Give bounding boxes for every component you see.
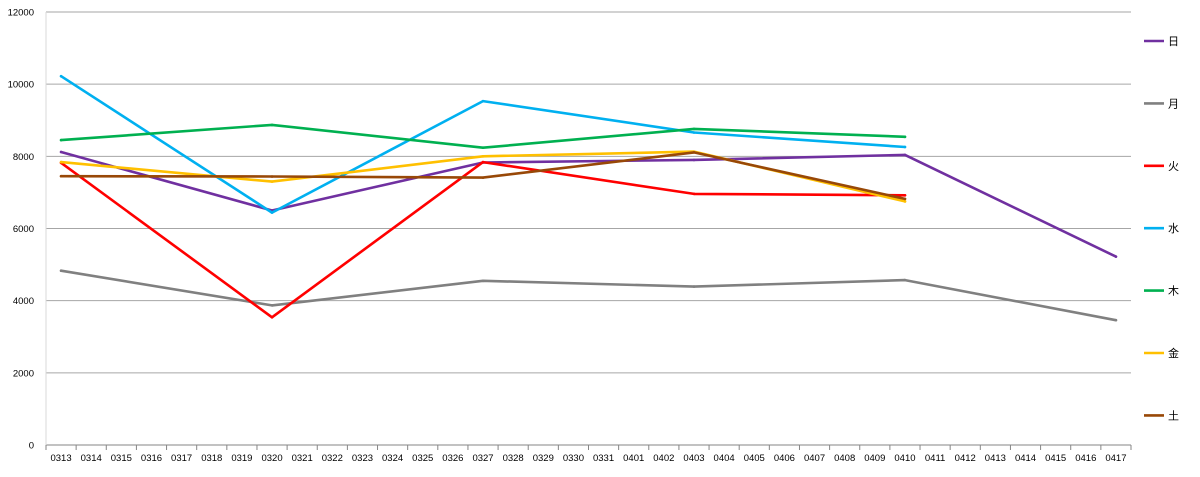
data-point <box>481 176 485 179</box>
data-point <box>692 131 696 134</box>
x-tick-label: 0415 <box>1045 453 1066 464</box>
data-point <box>903 153 907 157</box>
data-point <box>59 269 63 273</box>
x-tick-label: 0316 <box>141 453 162 464</box>
data-point <box>270 211 274 214</box>
x-tick-label: 0402 <box>653 453 674 464</box>
x-tick-label: 0408 <box>834 453 855 464</box>
data-point <box>692 127 696 131</box>
data-point <box>270 123 274 127</box>
gridlines <box>46 11 1131 374</box>
x-tick-label: 0319 <box>231 453 252 464</box>
legend-label: 木 <box>1168 285 1179 298</box>
x-tick-label: 0326 <box>442 453 463 464</box>
legend-label: 月 <box>1168 98 1179 110</box>
legend-label: 火 <box>1168 161 1179 173</box>
data-point <box>481 279 485 283</box>
x-tick-label: 0331 <box>593 453 614 464</box>
x-tick-label: 0406 <box>774 453 795 464</box>
data-point <box>692 158 696 162</box>
data-point <box>270 304 274 307</box>
y-tick-label: 0 <box>29 441 34 452</box>
x-tick-label: 0414 <box>1015 453 1036 464</box>
legend-label: 金 <box>1168 346 1179 360</box>
data-point <box>270 180 274 183</box>
y-tick-label: 2000 <box>13 368 34 379</box>
x-tick-label: 0410 <box>894 453 915 464</box>
data-point <box>692 285 696 288</box>
data-point <box>481 99 485 103</box>
x-tick-label: 0409 <box>864 453 885 464</box>
y-tick-label: 8000 <box>13 152 34 163</box>
x-tick-label: 0328 <box>503 453 524 464</box>
x-tick-label: 0320 <box>261 453 282 464</box>
x-tick-label: 0314 <box>81 453 102 464</box>
y-tick-label: 6000 <box>13 224 34 235</box>
data-point <box>481 146 485 149</box>
x-tick-label: 0404 <box>714 453 735 464</box>
x-tick-label: 0315 <box>111 453 132 464</box>
series-line-4 <box>59 123 907 149</box>
series-line-0 <box>59 150 1118 258</box>
x-tick-label: 0411 <box>925 453 945 464</box>
data-point <box>903 200 907 203</box>
data-point <box>59 138 63 142</box>
x-tick-label: 0413 <box>985 453 1006 464</box>
data-point <box>481 160 485 164</box>
data-point <box>270 315 274 319</box>
x-tick-label: 0322 <box>322 453 343 464</box>
series-line-3 <box>59 74 907 214</box>
x-tick-label: 0313 <box>50 453 71 464</box>
x-tick-label: 0321 <box>292 453 313 464</box>
legend-label: 土 <box>1168 409 1179 422</box>
data-point <box>59 74 63 78</box>
data-point <box>59 150 63 154</box>
data-point <box>903 278 907 282</box>
y-tick-label: 4000 <box>13 296 34 307</box>
data-point <box>692 151 696 154</box>
data-point <box>59 174 63 178</box>
x-tick-label: 0317 <box>171 453 192 464</box>
y-tick-label: 12000 <box>8 8 34 19</box>
series-line-2 <box>59 160 907 319</box>
x-tick-label: 0327 <box>472 453 493 464</box>
legend-label: 水 <box>1168 222 1179 235</box>
data-point <box>903 194 907 197</box>
x-tick-label: 0405 <box>744 453 765 464</box>
x-tick-label: 0330 <box>563 453 584 464</box>
x-tick-label: 0403 <box>683 453 704 464</box>
data-point <box>903 197 907 201</box>
x-tick-label: 0412 <box>955 453 976 464</box>
series-lines <box>59 74 1118 322</box>
series-line-1 <box>59 269 1118 322</box>
x-tick-label: 0401 <box>623 453 644 464</box>
data-point <box>903 145 907 149</box>
x-tick-label: 0323 <box>352 453 373 464</box>
data-point <box>903 135 907 139</box>
data-point <box>59 160 63 164</box>
data-point <box>1114 255 1118 258</box>
data-point <box>270 175 274 178</box>
x-tick-label: 0329 <box>533 453 554 464</box>
x-tick-label: 0318 <box>201 453 222 464</box>
data-point <box>1114 318 1118 322</box>
x-tick-label: 0325 <box>412 453 433 464</box>
x-tick-label: 0416 <box>1075 453 1096 464</box>
axes: 0 2000 4000 6000 8000 10000 12000 0313 0314 0315 0… <box>8 8 1132 464</box>
y-tick-label: 10000 <box>8 80 34 91</box>
data-point <box>692 192 696 196</box>
x-tick-label: 0407 <box>804 453 825 464</box>
legend-label: 日 <box>1168 36 1179 48</box>
data-point <box>481 155 485 158</box>
x-tick-label: 0324 <box>382 453 403 464</box>
x-tick-label: 0417 <box>1105 453 1126 464</box>
